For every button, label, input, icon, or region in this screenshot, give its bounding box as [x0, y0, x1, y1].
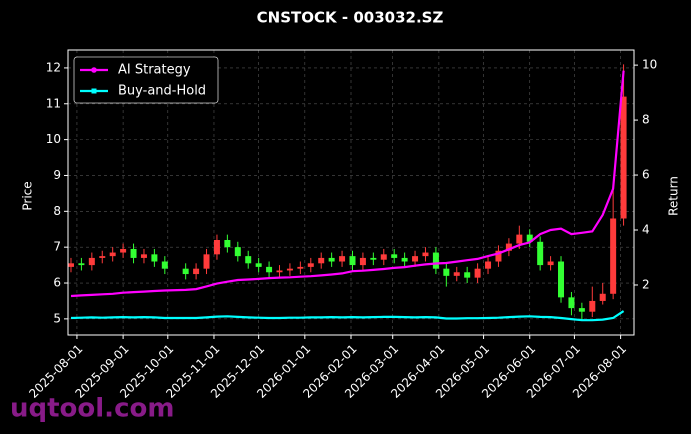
- candle-body: [140, 254, 147, 258]
- plot-frame: [67, 49, 635, 336]
- candle-body: [558, 261, 565, 298]
- y-tick-label: 11: [46, 96, 61, 110]
- candle-body: [67, 263, 74, 267]
- candle-body: [234, 247, 241, 257]
- candle-body: [297, 266, 304, 269]
- candle-body: [453, 272, 460, 276]
- candle-body: [245, 256, 252, 264]
- y-tick-label: 9: [53, 168, 61, 182]
- candle-body: [182, 268, 189, 275]
- candle-body: [505, 243, 512, 251]
- y-tick-label: 12: [46, 60, 61, 74]
- candle-body: [537, 241, 544, 266]
- y-axis-label: Price: [21, 181, 35, 210]
- candle-body: [276, 270, 283, 273]
- candle-body: [589, 300, 596, 312]
- candle-body: [485, 261, 492, 269]
- y-tick-label: 10: [46, 132, 61, 146]
- candle-body: [99, 256, 106, 258]
- y2-tick-label: 6: [642, 168, 650, 182]
- legend-box: [73, 56, 219, 104]
- candle-body: [568, 297, 575, 309]
- legend-label: Buy-and-Hold: [118, 84, 206, 99]
- candle-body: [339, 256, 346, 262]
- candle-body: [464, 272, 471, 278]
- y-tick-label: 5: [53, 311, 61, 325]
- series-line: [70, 70, 625, 298]
- candle-body: [495, 250, 502, 262]
- candle-body: [109, 252, 116, 257]
- candle-body: [474, 268, 481, 278]
- candle-body: [516, 234, 523, 244]
- y2-tick-label: 10: [642, 58, 657, 72]
- candle-body: [578, 308, 585, 312]
- candle-body: [88, 257, 95, 266]
- y2-tick-label: 2: [642, 277, 650, 291]
- candle-body: [130, 248, 137, 258]
- candle-body: [443, 268, 450, 276]
- y-tick-label: 7: [53, 240, 61, 254]
- candle-body: [286, 268, 293, 271]
- candle-body: [349, 256, 356, 266]
- legend-label: AI Strategy: [118, 63, 191, 78]
- legend-marker: [91, 88, 97, 94]
- candle-body: [599, 293, 606, 301]
- candle-body: [370, 257, 377, 260]
- y2-axis-label: Return: [667, 176, 681, 216]
- candle-body: [307, 263, 314, 267]
- y-tick-label: 6: [53, 276, 61, 290]
- candle-body: [266, 266, 273, 273]
- candle-body: [432, 252, 439, 269]
- candle-body: [610, 218, 617, 294]
- candle-body: [526, 234, 533, 242]
- candle-body: [422, 252, 429, 257]
- candle-body: [161, 261, 168, 269]
- candle-body: [328, 257, 335, 262]
- y-tick-label: 8: [53, 204, 61, 218]
- candle-body: [401, 257, 408, 262]
- y2-tick-label: 8: [642, 113, 650, 127]
- series-line: [70, 310, 625, 322]
- candle-body: [120, 248, 127, 253]
- candle-body: [620, 96, 627, 219]
- candle-body: [391, 254, 398, 258]
- candle-body: [318, 257, 325, 264]
- candle-body: [78, 263, 85, 266]
- candle-body: [203, 254, 210, 269]
- legend: AI Strategy Buy-and-Hold: [73, 56, 219, 104]
- chart-title: CNSTOCK - 003032.SZ: [257, 9, 444, 27]
- candle-body: [380, 254, 387, 260]
- candle-body: [359, 257, 366, 266]
- candle-body: [412, 256, 419, 262]
- candle-body: [224, 240, 231, 248]
- candle-body: [255, 263, 262, 267]
- y2-tick-label: 4: [642, 223, 650, 237]
- legend-marker: [91, 67, 97, 73]
- candle-body: [151, 254, 158, 262]
- candle-body: [547, 261, 554, 266]
- candle-body: [213, 240, 220, 255]
- watermark: uqtool.com: [10, 394, 174, 424]
- candle-body: [193, 268, 200, 275]
